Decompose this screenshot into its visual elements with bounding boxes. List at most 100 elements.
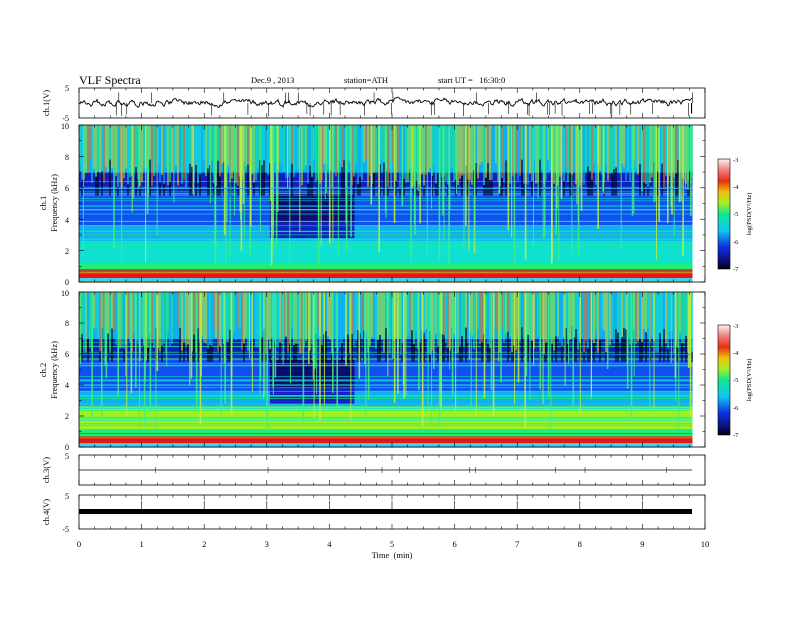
- spectrogram-texture-column: [279, 292, 281, 343]
- spectrogram-dark-column: [111, 328, 113, 362]
- spectrogram-texture-column: [307, 292, 309, 329]
- spectrogram-texture-column: [617, 292, 619, 333]
- spectrogram-event-cell: [269, 203, 355, 207]
- spectrogram-texture-column: [413, 292, 415, 345]
- spectrogram-texture-column: [97, 125, 99, 172]
- spectrogram-texture-column: [205, 125, 207, 177]
- spectrogram-texture-column: [433, 125, 435, 166]
- ch1-ytick-0: 0: [65, 278, 69, 287]
- spectrogram-band: [79, 255, 693, 260]
- ch1-ytick-8: 8: [65, 153, 69, 162]
- spectrogram-dark-column: [623, 327, 625, 362]
- spectrogram-texture-column: [177, 125, 179, 186]
- spectrogram-texture-column: [549, 292, 551, 336]
- ch1-colorbar-tick-6: -6: [733, 239, 739, 246]
- spectrogram-texture-column: [553, 292, 555, 351]
- spectrogram-texture-column: [639, 292, 641, 339]
- ch1-waveform-ytick-top: 5: [65, 84, 69, 93]
- spectrogram-texture-column: [355, 125, 357, 165]
- spectrogram-texture-column: [411, 292, 413, 331]
- ch2-colorbar-tick-3: -3: [733, 323, 738, 330]
- spectrogram-texture-column: [83, 125, 85, 180]
- spectrogram-texture-column: [261, 292, 263, 338]
- spectrogram-texture-column: [283, 125, 285, 172]
- spectrogram-texture-column: [335, 125, 337, 177]
- spectrogram-texture-column: [173, 292, 175, 340]
- spectrogram-texture-column: [99, 125, 101, 173]
- spectrogram-texture-column: [103, 125, 105, 183]
- spectrogram-texture-column: [101, 125, 103, 172]
- spectrogram-texture-column: [643, 125, 645, 183]
- spectrogram-texture-column: [391, 292, 393, 333]
- spectrogram-texture-column: [471, 125, 473, 185]
- spectrogram-texture-column: [591, 125, 593, 180]
- spectrogram-event-cell: [269, 195, 355, 199]
- spectrogram-dark-column: [575, 329, 577, 362]
- spectrogram-texture-column: [615, 292, 617, 329]
- spectrogram-texture-column: [269, 292, 271, 350]
- ch1-spectrogram-panel: 0 2 4 6 8 10 ch.1 Frequency (kHz) -3 -4 …: [38, 122, 753, 287]
- spectrogram-texture-column: [609, 125, 611, 174]
- spectrogram-dark-column: [461, 336, 463, 362]
- spectrogram-dark-column: [209, 345, 211, 362]
- spectrogram-dark-column: [109, 159, 111, 196]
- spectrogram-texture-column: [453, 125, 455, 182]
- spectrogram-texture-column: [579, 125, 581, 187]
- spectrogram-texture-column: [503, 125, 505, 183]
- spectrogram-dark-column: [269, 349, 271, 362]
- spectrogram-texture-column: [685, 125, 687, 185]
- spectrogram-texture-column: [127, 125, 129, 185]
- spectrogram-texture-column: [609, 292, 611, 346]
- spectrogram-texture-column: [239, 292, 241, 329]
- spectrogram-texture-column: [683, 292, 685, 344]
- spectrogram-baseline-band: [79, 278, 693, 282]
- spectrogram-texture-column: [577, 292, 579, 350]
- spectrogram-dark-column: [481, 342, 483, 362]
- spectrogram-texture-column: [681, 292, 683, 344]
- spectrogram-texture-column: [569, 292, 571, 340]
- spectrogram-texture-column: [225, 292, 227, 342]
- ch1-colorbar: [717, 158, 731, 270]
- spectrogram-texture-column: [501, 125, 503, 179]
- spectrogram-dark-column: [127, 184, 129, 196]
- spectrogram-texture-column: [587, 292, 589, 349]
- spectrogram-band: [79, 263, 693, 267]
- spectrogram-texture-column: [495, 292, 497, 331]
- spectrogram-dark-column: [325, 331, 327, 362]
- spectrogram-texture-column: [669, 125, 671, 176]
- ch2-ytick-6: 6: [65, 350, 69, 359]
- spectrogram-texture-column: [103, 292, 105, 331]
- spectrogram-texture-column: [375, 125, 377, 171]
- spectrogram-texture-column: [85, 125, 87, 173]
- spectrogram-dark-column: [505, 160, 507, 196]
- spectrogram-texture-column: [219, 125, 221, 177]
- spectrogram-dark-column: [199, 174, 201, 196]
- spectrogram-dark-column: [583, 352, 585, 362]
- time-axis-tick-label: 5: [390, 539, 394, 549]
- spectrogram-band: [79, 240, 693, 244]
- spectrogram-texture-column: [233, 292, 235, 331]
- spectrogram-texture-column: [545, 125, 547, 181]
- ch2-ytick-0: 0: [65, 443, 69, 452]
- spectrogram-texture-column: [389, 125, 391, 169]
- spectrogram-dark-column: [399, 187, 401, 196]
- spectrogram-texture-column: [181, 125, 183, 184]
- spectrogram-texture-column: [303, 125, 305, 170]
- spectrogram-dark-column: [667, 348, 669, 362]
- spectrogram-texture-column: [391, 125, 393, 164]
- spectrogram-texture-column: [407, 292, 409, 336]
- spectrogram-texture-column: [205, 292, 207, 344]
- spectrogram-texture-column: [541, 125, 543, 170]
- spectrogram-texture-column: [317, 292, 319, 329]
- spectrogram-texture-column: [603, 292, 605, 331]
- ch2-spectrogram-image: [79, 292, 693, 448]
- spectrogram-texture-column: [247, 292, 249, 352]
- spectrogram-texture-column: [515, 292, 517, 351]
- spectrogram-band: [79, 234, 693, 239]
- spectrogram-texture-column: [637, 292, 639, 342]
- spectrogram-texture-column: [595, 292, 597, 330]
- spectrogram-dark-column: [315, 333, 317, 362]
- date-label: Dec.9 , 2013: [251, 75, 294, 85]
- spectrogram-texture-column: [621, 125, 623, 164]
